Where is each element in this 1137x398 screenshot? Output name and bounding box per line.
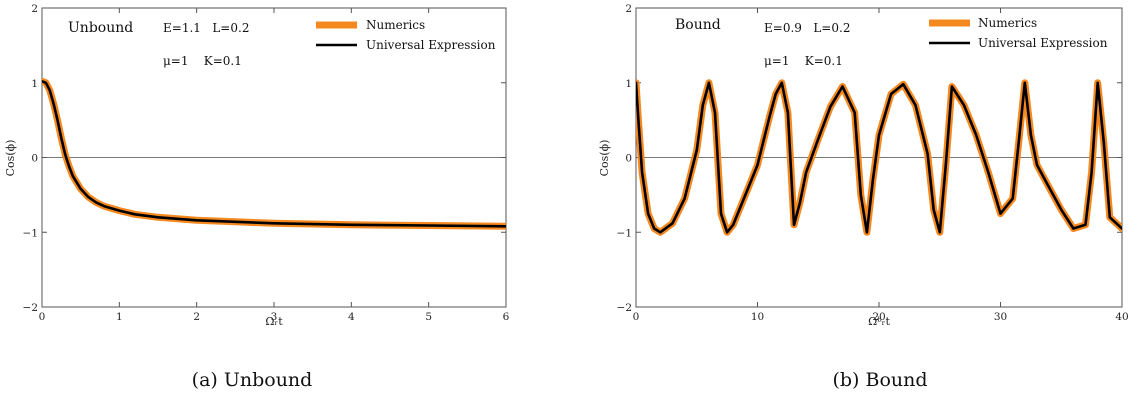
- caption-unbound: (a) Unbound: [192, 369, 313, 391]
- panel-bound: 0 10 20 30 40 −2 −1 0 1 2 Bound E=0.9 L=0.2 μ=1 K…: [598, 3, 1129, 391]
- params-line1-bound: E=0.9 L=0.2: [764, 21, 850, 35]
- legend-label-numerics: Numerics: [978, 16, 1037, 30]
- series-line-universal: [42, 80, 506, 228]
- panel-title-unbound: Unbound: [68, 20, 133, 36]
- legend-unbound: Numerics Universal Expression: [316, 18, 496, 52]
- params-line2-unbound: μ=1 K=0.1: [163, 54, 242, 68]
- legend-label-universal: Universal Expression: [978, 36, 1108, 50]
- panel-unbound: 0 1 2 3 4 5 6 −2 −1 0 1 2 Unbound E=1.1 L=0.2 μ=1 K…: [4, 3, 510, 391]
- params-line1-unbound: E=1.1 L=0.2: [163, 21, 249, 35]
- y-tick-label: 1: [625, 78, 632, 90]
- chart-marks-bound: 0 10 20 30 40 −2 −1 0 1 2: [617, 3, 1129, 323]
- y-tick-label: −1: [23, 227, 38, 239]
- series-line-numerics: [42, 77, 506, 230]
- x-tick-label: 4: [348, 311, 355, 323]
- y-tick-label: 2: [625, 3, 632, 15]
- y-tick-label: 2: [31, 3, 38, 15]
- params-line2-bound: μ=1 K=0.1: [764, 54, 843, 68]
- x-tick-label: 0: [39, 311, 46, 323]
- x-axis-title-unbound: Ωᵣt: [265, 315, 283, 328]
- x-tick-label: 20: [872, 311, 885, 323]
- y-tick-label: 0: [31, 153, 38, 165]
- y-tick-label: 0: [625, 153, 632, 165]
- x-tick-label: 5: [425, 311, 432, 323]
- legend-bound: Numerics Universal Expression: [929, 16, 1108, 50]
- y-tick-label: 1: [31, 78, 38, 90]
- y-tick-label: −2: [617, 302, 632, 314]
- x-axis-title-bound: Ωᵇᵣt: [868, 315, 890, 328]
- y-tick-label: −2: [23, 302, 38, 314]
- x-tick-label: 2: [193, 311, 200, 323]
- x-tick-label: 10: [751, 311, 764, 323]
- x-tick-label: 40: [1115, 311, 1128, 323]
- panel-title-bound: Bound: [675, 17, 721, 33]
- legend-label-universal: Universal Expression: [366, 38, 496, 52]
- x-tick-label: 30: [994, 311, 1007, 323]
- legend-label-numerics: Numerics: [366, 18, 425, 32]
- y-axis-title-bound: Cos(ϕ): [598, 140, 611, 177]
- y-axis-title-unbound: Cos(ϕ): [4, 140, 17, 177]
- x-tick-label: 0: [633, 311, 640, 323]
- caption-bound: (b) Bound: [832, 369, 927, 391]
- series-line-universal: [636, 81, 1122, 234]
- x-tick-label: 1: [116, 311, 123, 323]
- x-tick-label: 6: [503, 311, 510, 323]
- chart-marks-unbound: 0 1 2 3 4 5 6 −2 −1 0 1 2: [23, 3, 510, 323]
- x-tick-label: 3: [271, 311, 278, 323]
- y-tick-label: −1: [617, 227, 632, 239]
